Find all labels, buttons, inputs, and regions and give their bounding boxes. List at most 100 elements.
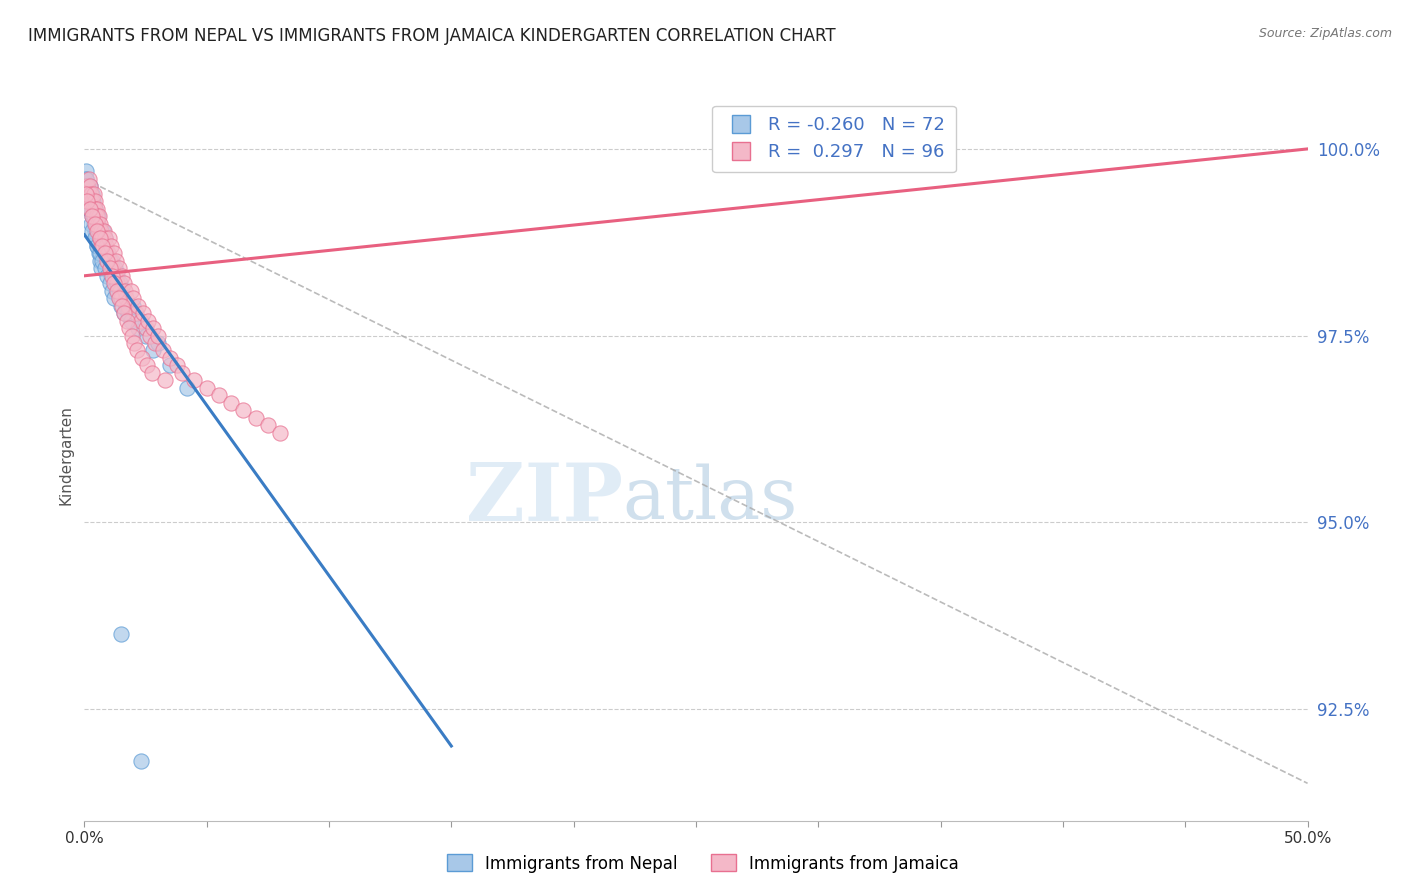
Point — [98, 253, 121, 268]
Point — [115, 299, 138, 313]
Point — [77, 171, 100, 186]
Point — [84, 231, 107, 245]
Point — [195, 381, 218, 395]
Point — [80, 186, 103, 201]
Point — [79, 179, 101, 194]
Point — [159, 359, 181, 373]
Point — [122, 291, 145, 305]
Point — [108, 277, 131, 291]
Point — [96, 253, 118, 268]
Point — [77, 186, 100, 201]
Point — [101, 284, 124, 298]
Point — [75, 164, 97, 178]
Point — [90, 239, 112, 253]
Point — [93, 224, 115, 238]
Point — [87, 246, 110, 260]
Point — [122, 335, 145, 350]
Point — [75, 186, 97, 201]
Point — [101, 253, 124, 268]
Point — [929, 142, 952, 156]
Point — [86, 224, 108, 238]
Point — [83, 194, 105, 209]
Point — [87, 217, 110, 231]
Point — [104, 268, 127, 283]
Point — [91, 239, 114, 253]
Point — [83, 231, 105, 245]
Point — [232, 403, 254, 417]
Legend: Immigrants from Nepal, Immigrants from Jamaica: Immigrants from Nepal, Immigrants from J… — [440, 847, 966, 880]
Point — [89, 253, 111, 268]
Y-axis label: Kindergarten: Kindergarten — [58, 405, 73, 505]
Point — [76, 179, 98, 194]
Point — [97, 246, 120, 260]
Point — [172, 366, 194, 380]
Point — [75, 171, 97, 186]
Point — [105, 253, 128, 268]
Point — [89, 217, 111, 231]
Point — [110, 299, 132, 313]
Point — [76, 179, 98, 194]
Point — [82, 224, 104, 238]
Point — [75, 171, 97, 186]
Point — [87, 224, 110, 238]
Point — [127, 299, 149, 313]
Point — [96, 268, 118, 283]
Point — [117, 299, 139, 313]
Point — [83, 224, 105, 238]
Point — [80, 186, 103, 201]
Point — [89, 231, 111, 245]
Point — [77, 186, 100, 201]
Point — [83, 209, 105, 223]
Point — [83, 186, 105, 201]
Point — [127, 321, 149, 335]
Point — [118, 321, 141, 335]
Point — [132, 306, 155, 320]
Point — [245, 410, 267, 425]
Point — [103, 246, 125, 260]
Point — [91, 239, 114, 253]
Point — [86, 239, 108, 253]
Point — [146, 335, 169, 350]
Point — [94, 231, 117, 245]
Point — [105, 268, 128, 283]
Point — [129, 313, 152, 327]
Point — [139, 328, 162, 343]
Text: ZIP: ZIP — [465, 459, 623, 538]
Point — [90, 231, 112, 245]
Point — [135, 359, 157, 373]
Point — [103, 291, 125, 305]
Point — [107, 261, 129, 276]
Point — [100, 268, 122, 283]
Point — [159, 351, 181, 365]
Point — [101, 261, 124, 276]
Point — [152, 343, 174, 358]
Point — [87, 209, 110, 223]
Point — [82, 209, 104, 223]
Point — [112, 306, 135, 320]
Point — [219, 395, 242, 409]
Point — [135, 321, 157, 335]
Point — [100, 239, 122, 253]
Point — [108, 284, 131, 298]
Point — [79, 179, 101, 194]
Point — [76, 194, 98, 209]
Text: Source: ZipAtlas.com: Source: ZipAtlas.com — [1258, 27, 1392, 40]
Point — [141, 366, 163, 380]
Point — [105, 284, 128, 298]
Point — [129, 754, 152, 768]
Point — [86, 202, 108, 216]
Point — [120, 313, 142, 327]
Point — [82, 202, 104, 216]
Point — [183, 373, 205, 387]
Point — [86, 209, 108, 223]
Point — [104, 261, 127, 276]
Point — [110, 291, 132, 305]
Point — [114, 284, 136, 298]
Point — [105, 284, 128, 298]
Point — [142, 321, 165, 335]
Point — [91, 224, 114, 238]
Point — [90, 224, 112, 238]
Point — [91, 231, 114, 245]
Point — [77, 194, 100, 209]
Point — [176, 381, 198, 395]
